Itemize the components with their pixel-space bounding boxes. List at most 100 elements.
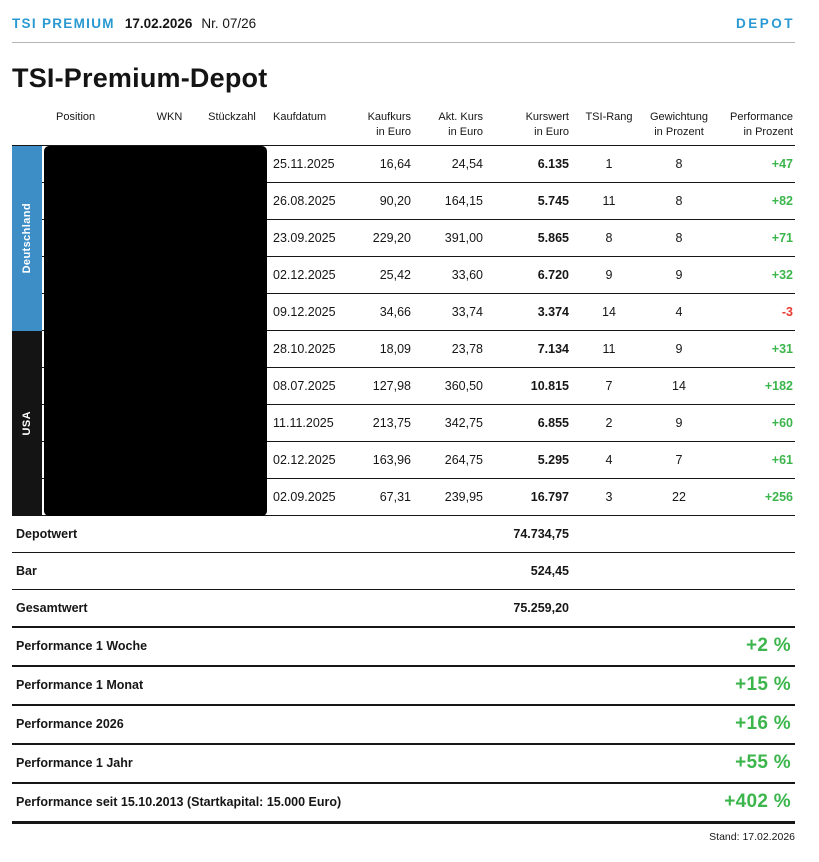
cell-gewichtung: 9 (675, 341, 683, 356)
cell-kaufdatum: 02.09.2025 (273, 489, 336, 504)
summary-value: 74.734,75 (513, 526, 569, 541)
masthead-divider (12, 42, 795, 43)
cell-akt-kurs: 24,54 (451, 156, 483, 171)
table-body: 25.11.2025 16,64 24,54 6.135 1 8 +47 26.… (12, 145, 795, 516)
cell-kaufkurs: 34,66 (379, 304, 411, 319)
cell-kaufdatum: 08.07.2025 (273, 378, 336, 393)
performance-row-seit-2013: Performance seit 15.10.2013 (Startkapita… (12, 784, 795, 824)
cell-performance: +61 (771, 452, 793, 467)
cell-kaufkurs: 127,98 (372, 378, 411, 393)
cell-kaufkurs: 25,42 (379, 267, 411, 282)
col-kurswert: Kurswert in Euro (525, 111, 569, 138)
masthead: TSI PREMIUM 17.02.2026 Nr. 07/26 DEPOT (12, 16, 795, 31)
performance-value: +402 % (724, 791, 791, 813)
group-strip-deutschland: Deutschland (12, 145, 42, 331)
summary-row-gesamtwert: Gesamtwert 75.259,20 (12, 590, 795, 628)
stand-date: Stand: 17.02.2026 (709, 830, 795, 843)
cell-akt-kurs: 33,74 (451, 304, 483, 319)
group-label-deutschland: Deutschland (21, 202, 33, 274)
cell-akt-kurs: 391,00 (444, 230, 483, 245)
table-row: 09.12.2025 34,66 33,74 3.374 14 4 -3 (12, 294, 795, 331)
cell-kaufkurs: 163,96 (372, 452, 411, 467)
cell-kaufdatum: 02.12.2025 (273, 452, 336, 467)
cell-kaufdatum: 09.12.2025 (273, 304, 336, 319)
performance-label: Performance 1 Jahr (16, 756, 133, 771)
cell-kurswert: 6.855 (537, 415, 569, 430)
cell-gewichtung: 8 (675, 156, 683, 171)
cell-tsi-rang: 2 (605, 415, 613, 430)
issue-number: Nr. 07/26 (201, 16, 257, 31)
cell-kaufkurs: 229,20 (372, 230, 411, 245)
performance-value: +2 % (745, 635, 791, 657)
table-row: 02.12.2025 25,42 33,60 6.720 9 9 +32 (12, 257, 795, 294)
cell-performance: +31 (771, 341, 793, 356)
cell-kaufkurs: 18,09 (379, 341, 411, 356)
cell-akt-kurs: 360,50 (444, 378, 483, 393)
cell-akt-kurs: 264,75 (444, 452, 483, 467)
performance-value: +55 % (735, 752, 791, 774)
cell-performance: +32 (771, 267, 793, 282)
cell-kaufdatum: 02.12.2025 (273, 267, 336, 282)
performance-row-1-jahr: Performance 1 Jahr +55 % (12, 745, 795, 784)
summary-row-bar: Bar 524,45 (12, 553, 795, 590)
cell-tsi-rang: 9 (605, 267, 613, 282)
cell-performance: +182 (764, 378, 793, 393)
performance-label: Performance 1 Monat (16, 678, 144, 693)
cell-akt-kurs: 239,95 (444, 489, 483, 504)
col-akt-kurs: Akt. Kurs in Euro (438, 111, 483, 138)
cell-performance: +47 (771, 156, 793, 171)
summary-label: Gesamtwert (16, 600, 88, 615)
cell-kurswert: 16.797 (530, 489, 569, 504)
cell-gewichtung: 4 (675, 304, 683, 319)
table-header: Position WKN Stückzahl Kaufdatum Kaufkur… (12, 110, 795, 146)
cell-akt-kurs: 164,15 (444, 193, 483, 208)
cell-gewichtung: 7 (675, 452, 683, 467)
table-row: 25.11.2025 16,64 24,54 6.135 1 8 +47 (12, 146, 795, 183)
cell-kaufdatum: 26.08.2025 (273, 193, 336, 208)
cell-gewichtung: 14 (672, 378, 686, 393)
performance-value: +15 % (735, 674, 791, 696)
group-strip-usa: USA (12, 330, 42, 516)
table-row: 11.11.2025 213,75 342,75 6.855 2 9 +60 (12, 405, 795, 442)
cell-kaufkurs: 90,20 (379, 193, 411, 208)
cell-kaufkurs: 16,64 (379, 156, 411, 171)
performance-row-1-monat: Performance 1 Monat +15 % (12, 667, 795, 706)
cell-tsi-rang: 14 (602, 304, 616, 319)
col-stueckzahl: Stückzahl (208, 111, 256, 123)
table-row: 02.09.2025 67,31 239,95 16.797 3 22 +256 (12, 479, 795, 516)
cell-performance: +82 (771, 193, 793, 208)
table-row: 08.07.2025 127,98 360,50 10.815 7 14 +18… (12, 368, 795, 405)
cell-kurswert: 6.720 (537, 267, 569, 282)
cell-tsi-rang: 4 (605, 452, 613, 467)
cell-akt-kurs: 342,75 (444, 415, 483, 430)
cell-kaufdatum: 23.09.2025 (273, 230, 336, 245)
summary-value: 524,45 (530, 563, 569, 578)
cell-kurswert: 3.374 (537, 304, 569, 319)
cell-kaufdatum: 28.10.2025 (273, 341, 336, 356)
cell-kaufdatum: 11.11.2025 (273, 415, 334, 430)
cell-akt-kurs: 23,78 (451, 341, 483, 356)
col-tsi-rang: TSI-Rang (585, 111, 633, 123)
cell-kurswert: 5.865 (537, 230, 569, 245)
section-label: DEPOT (735, 16, 795, 31)
issue-date: 17.02.2026 (124, 16, 193, 31)
cell-performance: +60 (771, 415, 793, 430)
cell-kurswert: 5.295 (537, 452, 569, 467)
cell-kaufkurs: 213,75 (372, 415, 411, 430)
cell-gewichtung: 9 (675, 415, 683, 430)
performance-label: Performance seit 15.10.2013 (Startkapita… (16, 795, 342, 810)
performance-label: Performance 1 Woche (16, 639, 148, 654)
cell-akt-kurs: 33,60 (451, 267, 483, 282)
table-row: 23.09.2025 229,20 391,00 5.865 8 8 +71 (12, 220, 795, 257)
brand-name: TSI PREMIUM (12, 16, 115, 31)
cell-performance: -3 (781, 304, 793, 319)
table-row: 28.10.2025 18,09 23,78 7.134 11 9 +31 (12, 331, 795, 368)
col-kaufkurs: Kaufkurs in Euro (367, 111, 411, 138)
cell-performance: +71 (771, 230, 793, 245)
performance-row-2026: Performance 2026 +16 % (12, 706, 795, 745)
col-performance: Performance in Prozent (730, 111, 793, 138)
summary-row-depotwert: Depotwert 74.734,75 (12, 516, 795, 553)
cell-kurswert: 7.134 (537, 341, 569, 356)
table-row: 02.12.2025 163,96 264,75 5.295 4 7 +61 (12, 442, 795, 479)
